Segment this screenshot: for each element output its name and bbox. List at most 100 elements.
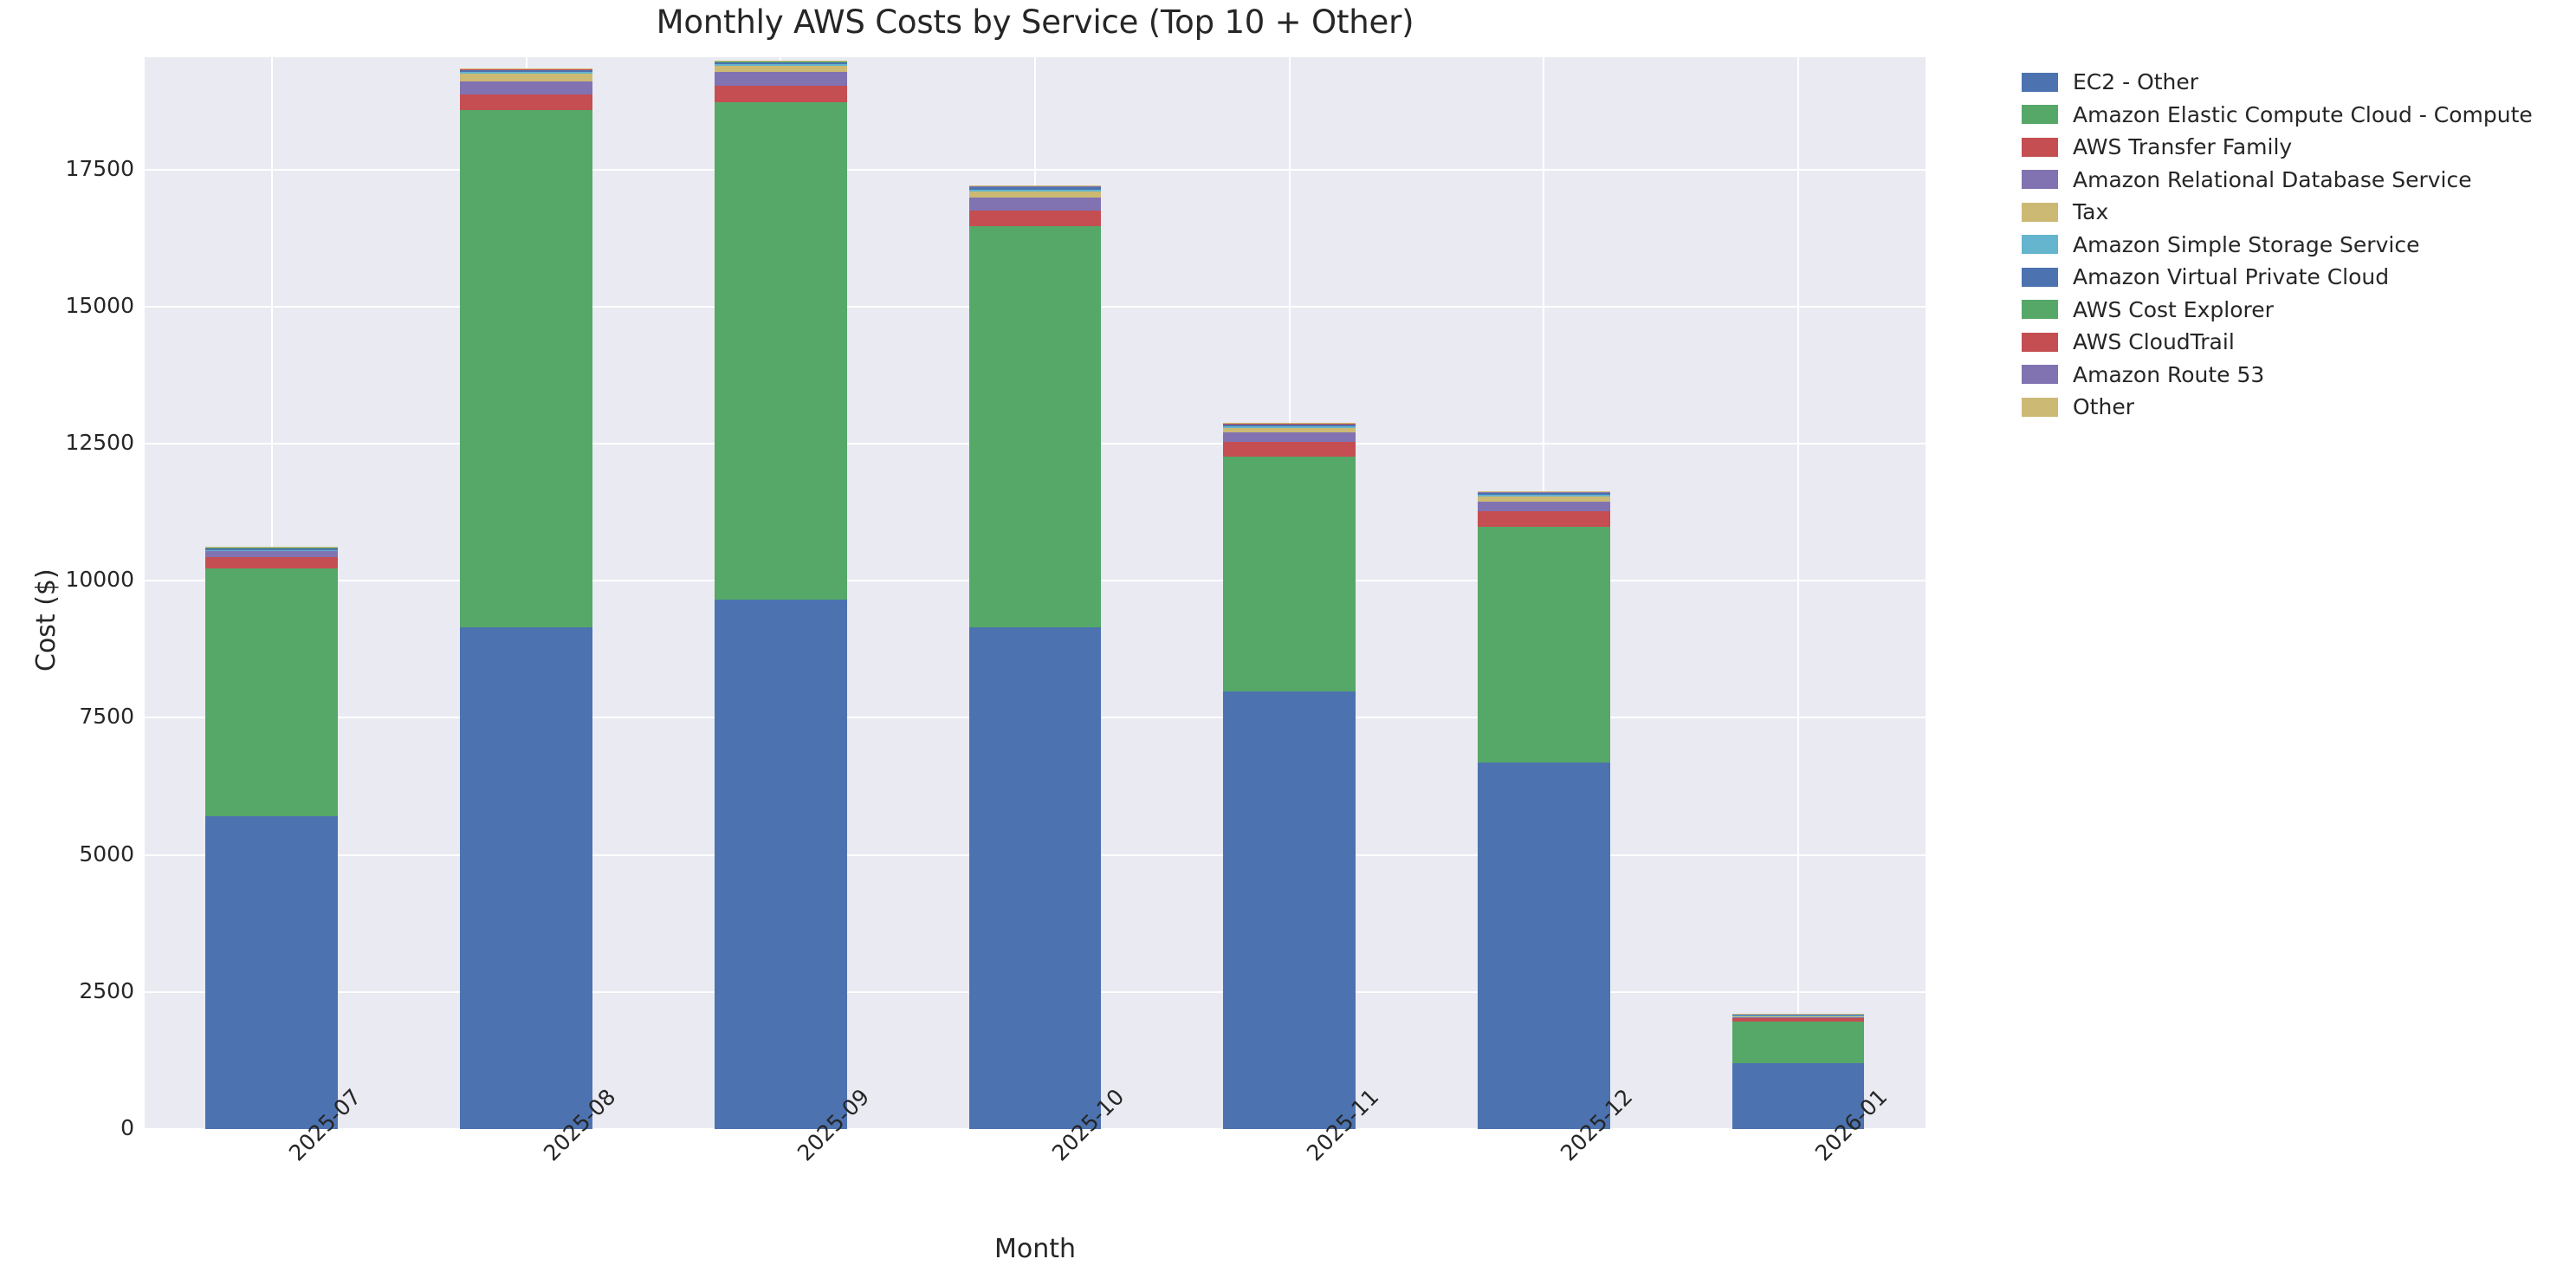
bar-segment[interactable]	[460, 627, 592, 1129]
bar-segment[interactable]	[1223, 432, 1356, 442]
bar-segment[interactable]	[1223, 424, 1356, 427]
legend-color-swatch	[2022, 72, 2058, 92]
bar-segment[interactable]	[1478, 763, 1610, 1129]
bar-group[interactable]	[1731, 1013, 1865, 1129]
y-tick-label: 12500	[65, 430, 134, 456]
bar-segment[interactable]	[1223, 441, 1356, 458]
bar-segment[interactable]	[968, 186, 1102, 190]
x-tick-label: 2026-01	[1810, 1084, 1892, 1165]
x-tick-label: 2025-10	[1047, 1084, 1129, 1165]
bar-segment[interactable]	[460, 74, 592, 81]
bar-segment[interactable]	[968, 191, 1102, 198]
y-tick-label: 10000	[65, 567, 134, 593]
x-tick-label: 2025-11	[1302, 1084, 1383, 1165]
bar-segment[interactable]	[1478, 510, 1610, 527]
legend-item[interactable]: Amazon Route 53	[2022, 359, 2559, 392]
y-tick-label: 17500	[65, 155, 134, 181]
y-tick-label: 2500	[79, 977, 134, 1003]
bar-group[interactable]	[714, 60, 847, 1129]
legend-color-swatch	[2022, 300, 2058, 320]
bar-segment[interactable]	[205, 816, 339, 1129]
legend-color-swatch	[2022, 105, 2058, 125]
gridline-vertical	[1797, 57, 1800, 1129]
legend-item[interactable]: AWS CloudTrail	[2022, 326, 2559, 359]
legend-item[interactable]: Amazon Virtual Private Cloud	[2022, 261, 2559, 294]
bar-segment[interactable]	[1731, 1018, 1865, 1022]
bar-segment[interactable]	[1223, 426, 1356, 429]
bar-segment[interactable]	[1478, 501, 1610, 511]
y-tick-label: 7500	[79, 704, 134, 730]
legend-item[interactable]: EC2 - Other	[2022, 66, 2559, 99]
legend-item[interactable]: AWS Transfer Family	[2022, 131, 2559, 164]
bar-group[interactable]	[968, 185, 1102, 1129]
bar-segment[interactable]	[205, 548, 339, 550]
legend-label: Amazon Virtual Private Cloud	[2073, 264, 2390, 290]
bar-segment[interactable]	[714, 65, 847, 73]
legend-item[interactable]: Tax	[2022, 196, 2559, 229]
x-tick-label: 2025-07	[284, 1084, 366, 1165]
bar-group[interactable]	[460, 68, 592, 1129]
bar-segment[interactable]	[1223, 691, 1356, 1129]
bar-segment[interactable]	[1478, 496, 1610, 502]
bar-group[interactable]	[1223, 423, 1356, 1129]
bar-segment[interactable]	[714, 85, 847, 102]
bar-segment[interactable]	[968, 189, 1102, 191]
bar-segment[interactable]	[1731, 1022, 1865, 1064]
chart-legend: EC2 - Other Amazon Elastic Compute Cloud …	[2022, 66, 2559, 424]
bar-segment[interactable]	[205, 549, 339, 551]
legend-label: Amazon Relational Database Service	[2073, 166, 2472, 192]
legend-item[interactable]: Other	[2022, 391, 2559, 424]
bar-segment[interactable]	[1478, 492, 1610, 496]
bar-segment[interactable]	[460, 72, 592, 75]
x-tick-label: 2025-08	[539, 1084, 620, 1165]
x-tick-label: 2025-09	[793, 1084, 874, 1165]
bar-segment[interactable]	[714, 62, 847, 64]
legend-item[interactable]: AWS Cost Explorer	[2022, 294, 2559, 327]
legend-color-swatch	[2022, 170, 2058, 190]
bar-segment[interactable]	[205, 568, 339, 817]
y-tick-label: 0	[120, 1115, 134, 1140]
bar-segment[interactable]	[1478, 495, 1610, 497]
legend-label: Amazon Elastic Compute Cloud - Compute	[2073, 101, 2533, 127]
bar-segment[interactable]	[460, 69, 592, 70]
y-tick-label: 5000	[79, 840, 134, 866]
bar-segment[interactable]	[714, 600, 847, 1129]
bar-segment[interactable]	[714, 63, 847, 66]
bar-segment[interactable]	[460, 94, 592, 111]
x-tick-label: 2025-12	[1556, 1084, 1637, 1165]
legend-item[interactable]: Amazon Simple Storage Service	[2022, 229, 2559, 262]
bar-segment[interactable]	[205, 557, 339, 569]
bar-segment[interactable]	[714, 72, 847, 86]
bar-segment[interactable]	[1731, 1016, 1865, 1017]
bar-segment[interactable]	[1478, 526, 1610, 763]
bar-segment[interactable]	[1731, 1016, 1865, 1019]
legend-color-swatch	[2022, 365, 2058, 385]
bar-segment[interactable]	[1223, 424, 1356, 425]
y-tick-label: 15000	[65, 292, 134, 318]
bar-segment[interactable]	[968, 225, 1102, 628]
bar-segment[interactable]	[1223, 428, 1356, 432]
legend-label: EC2 - Other	[2073, 69, 2199, 95]
bar-segment[interactable]	[460, 69, 592, 73]
legend-label: AWS CloudTrail	[2073, 329, 2235, 355]
bar-segment[interactable]	[460, 81, 592, 95]
bar-segment[interactable]	[968, 210, 1102, 226]
bar-segment[interactable]	[205, 550, 339, 558]
legend-item[interactable]: Amazon Elastic Compute Cloud - Compute	[2022, 99, 2559, 132]
gridline-horizontal	[145, 1128, 1926, 1130]
bar-segment[interactable]	[714, 101, 847, 600]
bar-segment[interactable]	[1731, 1014, 1865, 1016]
legend-item[interactable]: Amazon Relational Database Service	[2022, 164, 2559, 197]
legend-label: Tax	[2073, 199, 2109, 225]
bar-segment[interactable]	[968, 197, 1102, 211]
bar-segment[interactable]	[1731, 1063, 1865, 1129]
bar-group[interactable]	[1478, 491, 1610, 1129]
bar-segment[interactable]	[460, 110, 592, 628]
bar-group[interactable]	[205, 546, 339, 1129]
bar-segment[interactable]	[968, 627, 1102, 1129]
legend-color-swatch	[2022, 332, 2058, 352]
bar-segment[interactable]	[1223, 457, 1356, 692]
bar-segment[interactable]	[1478, 492, 1610, 493]
legend-label: Amazon Route 53	[2073, 361, 2265, 387]
bar-segment[interactable]	[968, 186, 1102, 187]
